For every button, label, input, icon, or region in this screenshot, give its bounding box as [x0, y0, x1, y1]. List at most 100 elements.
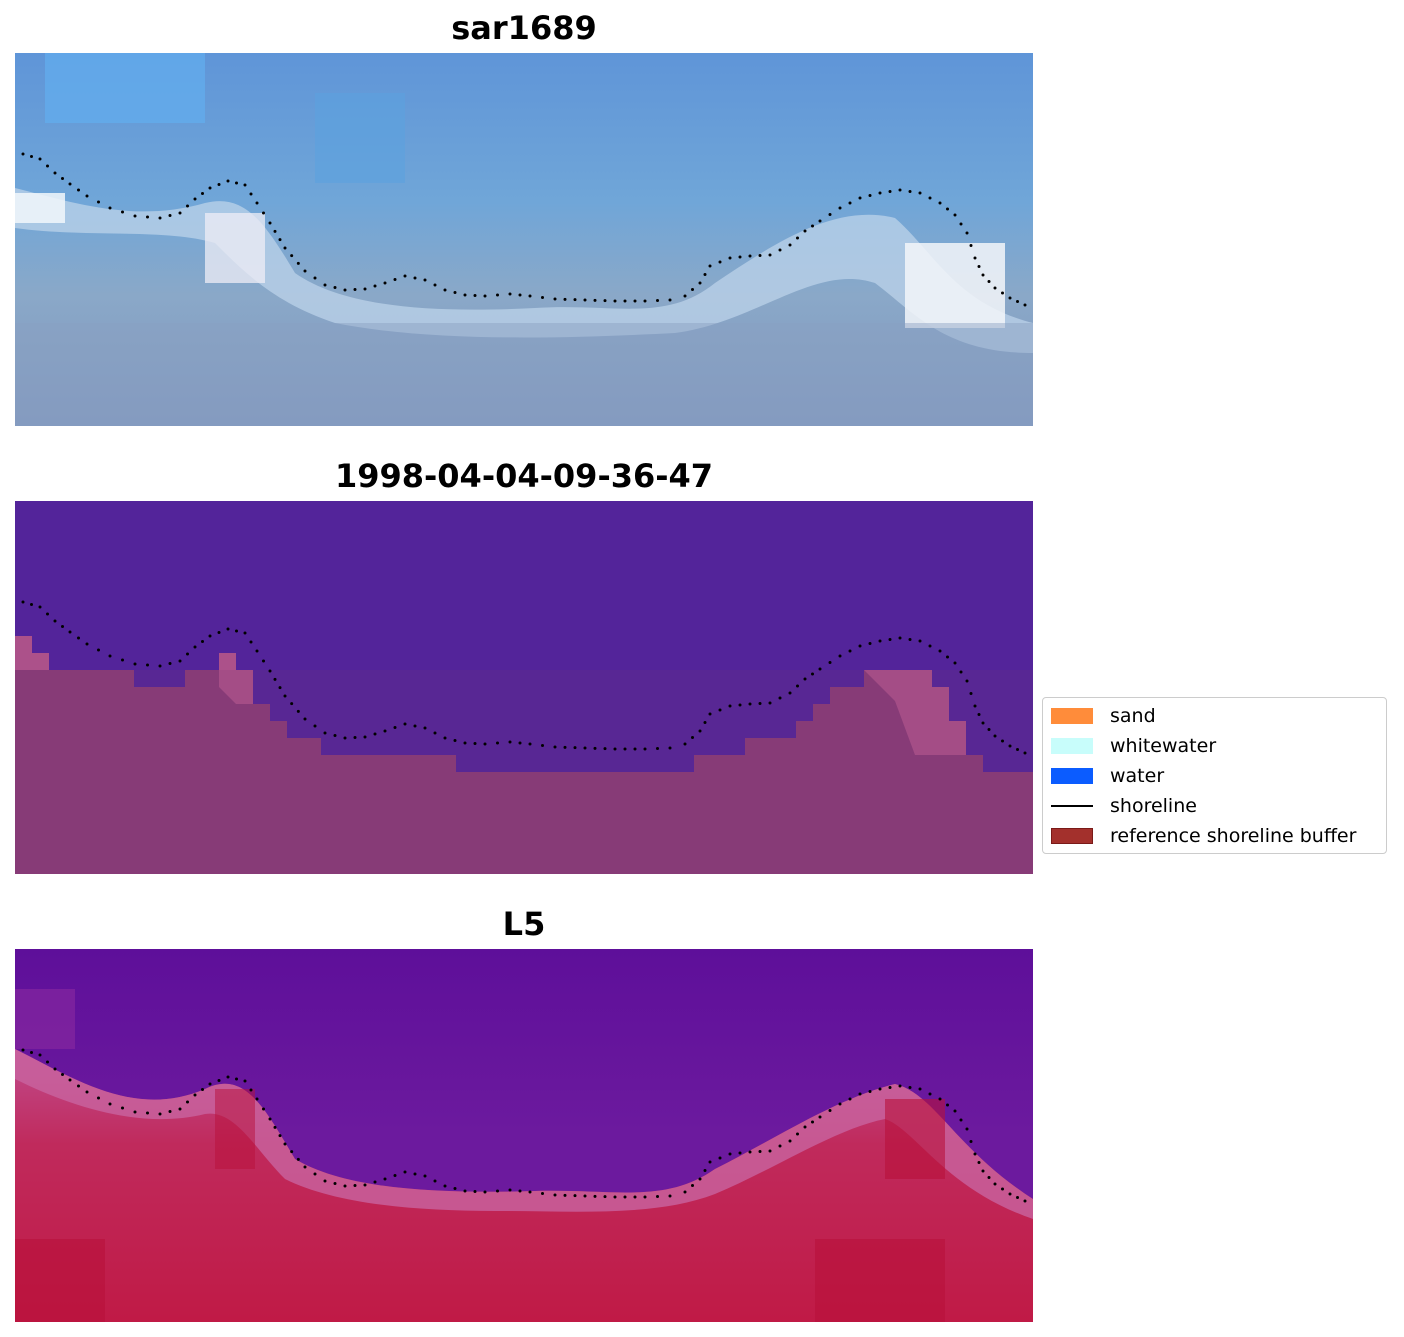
shoreline-dot — [683, 1190, 687, 1194]
shoreline-dot — [969, 692, 973, 695]
shoreline-dot — [61, 1073, 64, 1076]
shoreline-dot — [553, 745, 557, 749]
shoreline-dot — [563, 297, 567, 301]
shoreline-dot — [453, 291, 457, 294]
shoreline-dot — [1016, 748, 1019, 751]
shoreline-dot — [443, 288, 447, 292]
shoreline-dot — [908, 1086, 912, 1089]
shoreline-dot — [888, 190, 892, 193]
index-image — [15, 949, 1033, 1322]
shoreline-dot — [838, 1102, 842, 1106]
rgb-image-panel — [15, 53, 1033, 426]
shoreline-dot — [818, 667, 822, 671]
shoreline-dot — [708, 712, 712, 716]
shoreline-dot — [363, 287, 367, 291]
rgb-image — [15, 53, 1033, 426]
shoreline-dot — [987, 280, 991, 283]
shoreline-dot — [708, 1160, 712, 1164]
shoreline-dot — [403, 274, 407, 278]
shoreline-dot — [593, 298, 597, 302]
shoreline-dot — [656, 1195, 659, 1198]
shoreline-dot — [353, 736, 357, 739]
shoreline-dot — [508, 740, 512, 744]
shoreline-dot — [965, 231, 969, 235]
shoreline-dot — [133, 1110, 137, 1114]
shoreline-dot — [718, 1156, 722, 1160]
shoreline-dot — [433, 283, 437, 287]
shoreline-dot — [217, 183, 221, 186]
shoreline-dot — [453, 739, 457, 742]
shoreline-dot — [838, 654, 842, 658]
shoreline-dot — [981, 273, 985, 277]
shoreline-dot — [691, 736, 694, 739]
shoreline-dot — [518, 293, 522, 297]
panel-title-date: 1998-04-04-09-36-47 — [334, 457, 714, 495]
shoreline-dot — [938, 201, 942, 205]
shoreline-dot — [691, 288, 694, 291]
shoreline-dot — [413, 724, 417, 728]
shoreline-dot — [563, 745, 567, 749]
shoreline-dot — [108, 206, 112, 210]
shoreline-dot — [393, 1174, 397, 1177]
shoreline-dot — [703, 273, 707, 276]
shoreline-dot — [796, 236, 799, 240]
shoreline-dot — [633, 1195, 637, 1199]
shoreline-dot — [928, 1092, 932, 1096]
shoreline-dot — [313, 724, 317, 728]
shoreline-dot — [691, 1184, 694, 1187]
shoreline-dot — [965, 679, 969, 683]
shoreline-dot — [383, 729, 387, 733]
shoreline-dot — [888, 1086, 892, 1089]
shoreline-dot — [613, 1195, 617, 1199]
shoreline-dot — [68, 1078, 72, 1082]
shoreline-dot — [68, 182, 72, 186]
shoreline-dot — [433, 731, 437, 735]
shoreline-dot — [46, 164, 49, 168]
shoreline-dot — [573, 1194, 577, 1198]
shoreline-dot — [973, 256, 977, 260]
shoreline-dot — [158, 664, 162, 668]
shoreline-dot — [201, 192, 204, 195]
shoreline-dot — [290, 254, 294, 258]
shoreline-dot — [1023, 751, 1027, 755]
shoreline-dot — [965, 1127, 969, 1131]
shoreline-dot — [698, 281, 702, 285]
shoreline-dot — [738, 1151, 742, 1155]
shoreline-dot — [186, 652, 189, 656]
shoreline-dot — [283, 694, 287, 698]
shoreline-dot — [249, 192, 253, 196]
shoreline-dot — [38, 157, 42, 161]
shoreline-dot — [946, 655, 949, 659]
shoreline-dot — [186, 1100, 189, 1104]
shoreline-dot — [217, 631, 221, 634]
shoreline-dot — [613, 299, 617, 303]
shoreline-dot — [758, 702, 762, 705]
shoreline-dot — [30, 603, 33, 606]
shoreline-dot — [403, 1170, 407, 1174]
shoreline-dot — [61, 625, 64, 628]
shoreline-dot — [383, 281, 387, 285]
shoreline-dot — [977, 1161, 981, 1164]
shoreline-dot — [828, 213, 832, 216]
shoreline-dot — [768, 1149, 772, 1153]
shoreline-dot — [168, 214, 172, 217]
shoreline-dot — [85, 194, 89, 198]
shoreline-dot — [643, 1195, 647, 1199]
reference-buffer-swatch — [1051, 828, 1093, 844]
shoreline-dot — [290, 1150, 294, 1154]
shoreline-dot — [243, 183, 247, 187]
shoreline-dot — [323, 731, 327, 735]
shoreline-dot — [273, 677, 277, 681]
shoreline-dot — [333, 1182, 337, 1185]
shoreline-dot — [1008, 296, 1012, 300]
shoreline-dot — [528, 1190, 532, 1194]
shoreline-dot — [828, 1109, 832, 1112]
shoreline-dot — [296, 1157, 300, 1161]
shoreline-dot — [158, 1112, 162, 1116]
whitewater-swatch — [1051, 738, 1093, 754]
shoreline-dot — [818, 219, 822, 223]
shoreline-dot — [373, 284, 377, 288]
shoreline-dot — [296, 709, 300, 713]
shoreline-dot — [898, 1084, 902, 1088]
shoreline-dot — [888, 638, 892, 641]
